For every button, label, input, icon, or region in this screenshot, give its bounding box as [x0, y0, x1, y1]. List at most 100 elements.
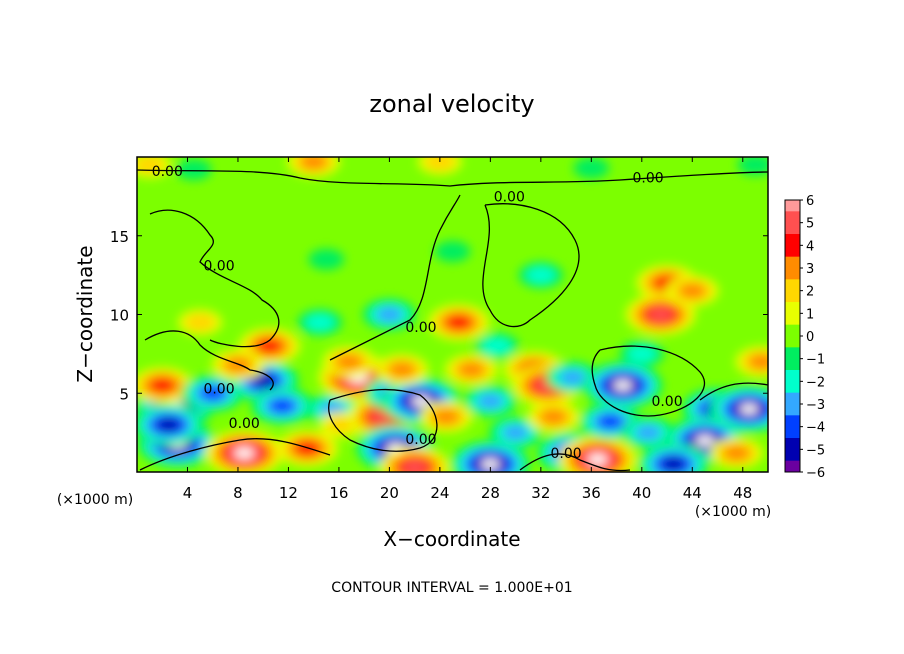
colorbar-segment — [785, 279, 800, 292]
field-blob-52-level-2 — [300, 157, 327, 170]
field-blob-51-level-1 — [137, 157, 165, 174]
colorbar-segment — [785, 222, 800, 235]
field-blob-30-level-2 — [540, 409, 567, 425]
colorbar-label: −6 — [806, 466, 825, 481]
contour-line-mid-left — [144, 330, 274, 391]
field-blob-49-level-2 — [376, 306, 403, 323]
contour-label: 0.00 — [550, 446, 581, 462]
x-tick-label: 44 — [683, 484, 702, 502]
x-tick-label: 28 — [481, 484, 500, 502]
colorbar-segment — [785, 336, 800, 348]
field-blob-39-level-2 — [679, 283, 706, 299]
colorbar-label: 4 — [806, 239, 814, 254]
y-axis-ticks: 5 10 15 — [110, 228, 768, 403]
field-blob-20-level-2 — [388, 361, 416, 378]
colorbar-segment — [785, 234, 800, 246]
y-tick-label: 10 — [110, 307, 129, 325]
colorbar-segment — [785, 302, 800, 314]
contour-label: 0.00 — [494, 189, 525, 205]
field-blob-7-level-3 — [269, 398, 295, 414]
field-blob-8-level-3 — [257, 338, 282, 354]
colorbar-segment — [785, 324, 800, 337]
field-blob-50-level-1 — [185, 313, 215, 332]
field-blob-14-level-2 — [335, 353, 363, 370]
contour-line-top — [137, 169, 768, 187]
colorbar-segment — [785, 460, 800, 473]
field-blob-44-level-2 — [748, 353, 768, 370]
field-blob-24-level-1 — [481, 337, 512, 355]
field-blob-22-level-3 — [446, 315, 472, 330]
colorbar-segment — [785, 392, 800, 405]
y-axis-label: Z−coordinate — [73, 245, 97, 382]
contour-line-lower-mid — [328, 388, 438, 452]
colorbar-label: −3 — [806, 398, 825, 413]
contour-label: 0.00 — [405, 432, 436, 448]
colorbar-label: 0 — [806, 330, 814, 345]
field-extreme-42 — [695, 435, 714, 446]
colorbar-segment — [785, 426, 800, 439]
colorbar-segment — [785, 415, 800, 428]
contour-interval-note: CONTOUR INTERVAL = 1.000E+01 — [331, 580, 572, 596]
colorbar-label: 3 — [806, 262, 814, 277]
colorbar-segment — [785, 290, 800, 303]
colorbar-label: 6 — [806, 194, 814, 209]
field-blob-46-level-1 — [526, 266, 556, 284]
colorbar-label: 2 — [806, 285, 814, 300]
colorbar-segment — [785, 347, 800, 360]
field-blob-4-level-3 — [200, 385, 226, 401]
field-blob-54-level-0 — [573, 157, 610, 179]
x-axis-label: X−coordinate — [383, 527, 520, 551]
colorbar-segment — [785, 370, 800, 382]
colorbar-segment — [785, 268, 800, 280]
colorbar-segment — [785, 313, 800, 326]
contour-line-left-tongue — [149, 209, 280, 348]
contour-label: 0.00 — [203, 382, 234, 398]
colorbar-label: −1 — [806, 353, 825, 368]
y-unit-label: (×1000 m) — [57, 492, 133, 508]
field-extreme-33 — [588, 454, 607, 465]
colorbar-segment — [785, 358, 800, 371]
x-tick-label: 12 — [279, 484, 298, 502]
contour-line-lower-right — [591, 345, 706, 417]
field-blob-19-level-2 — [432, 409, 460, 425]
contour-label: 0.00 — [229, 416, 260, 432]
contour-line-bottom-right — [519, 453, 631, 472]
field-blob-28-level-2 — [502, 424, 529, 441]
x-tick-label: 20 — [380, 484, 399, 502]
field-blob-57-level-1 — [627, 345, 657, 363]
x-tick-label: 24 — [430, 484, 449, 502]
field-blob-32-level-2 — [559, 369, 586, 386]
colorbar-label: −2 — [806, 375, 825, 390]
field-blob-9-level-2 — [224, 357, 252, 373]
field-extreme-34 — [613, 380, 632, 391]
field-blob-47-level-0 — [308, 248, 345, 270]
colorbar: 6 5 4 3 2 1 0 −1 −2 −3 −4 −5 −6 — [784, 194, 825, 481]
contour-line-lower-left — [139, 438, 331, 471]
contour-label: 0.00 — [651, 394, 682, 410]
field-blob-36-level-2 — [634, 424, 662, 441]
field-blob-53-level-1 — [425, 157, 455, 171]
chart-title: zonal velocity — [369, 90, 534, 118]
y-tick-label: 15 — [110, 228, 129, 246]
colorbar-label: −4 — [806, 421, 825, 436]
field-blob-45-level-4 — [661, 457, 686, 472]
contour-labels: 0.00 0.00 0.00 0.00 0.00 0.00 0.00 0.00 0.00 0.00 — [152, 164, 683, 462]
x-tick-label: 4 — [183, 484, 193, 502]
colorbar-segment — [785, 381, 800, 394]
x-tick-label: 36 — [582, 484, 601, 502]
x-tick-label: 8 — [233, 484, 243, 502]
x-tick-label: 16 — [329, 484, 348, 502]
colorbar-segment — [785, 211, 800, 224]
field-blob-25-level-2 — [477, 393, 504, 409]
field-blob-48-level-1 — [305, 313, 335, 332]
field-blob-35-level-3 — [597, 414, 623, 429]
contour-label: 0.00 — [203, 259, 234, 275]
x-tick-label: 40 — [632, 484, 651, 502]
field-blob-23-level-2 — [458, 361, 485, 378]
field-blob-43-level-2 — [723, 445, 750, 461]
colorbar-segment — [785, 449, 800, 462]
field-blob-56-level-0 — [175, 159, 212, 181]
field-extreme-29 — [481, 459, 500, 470]
